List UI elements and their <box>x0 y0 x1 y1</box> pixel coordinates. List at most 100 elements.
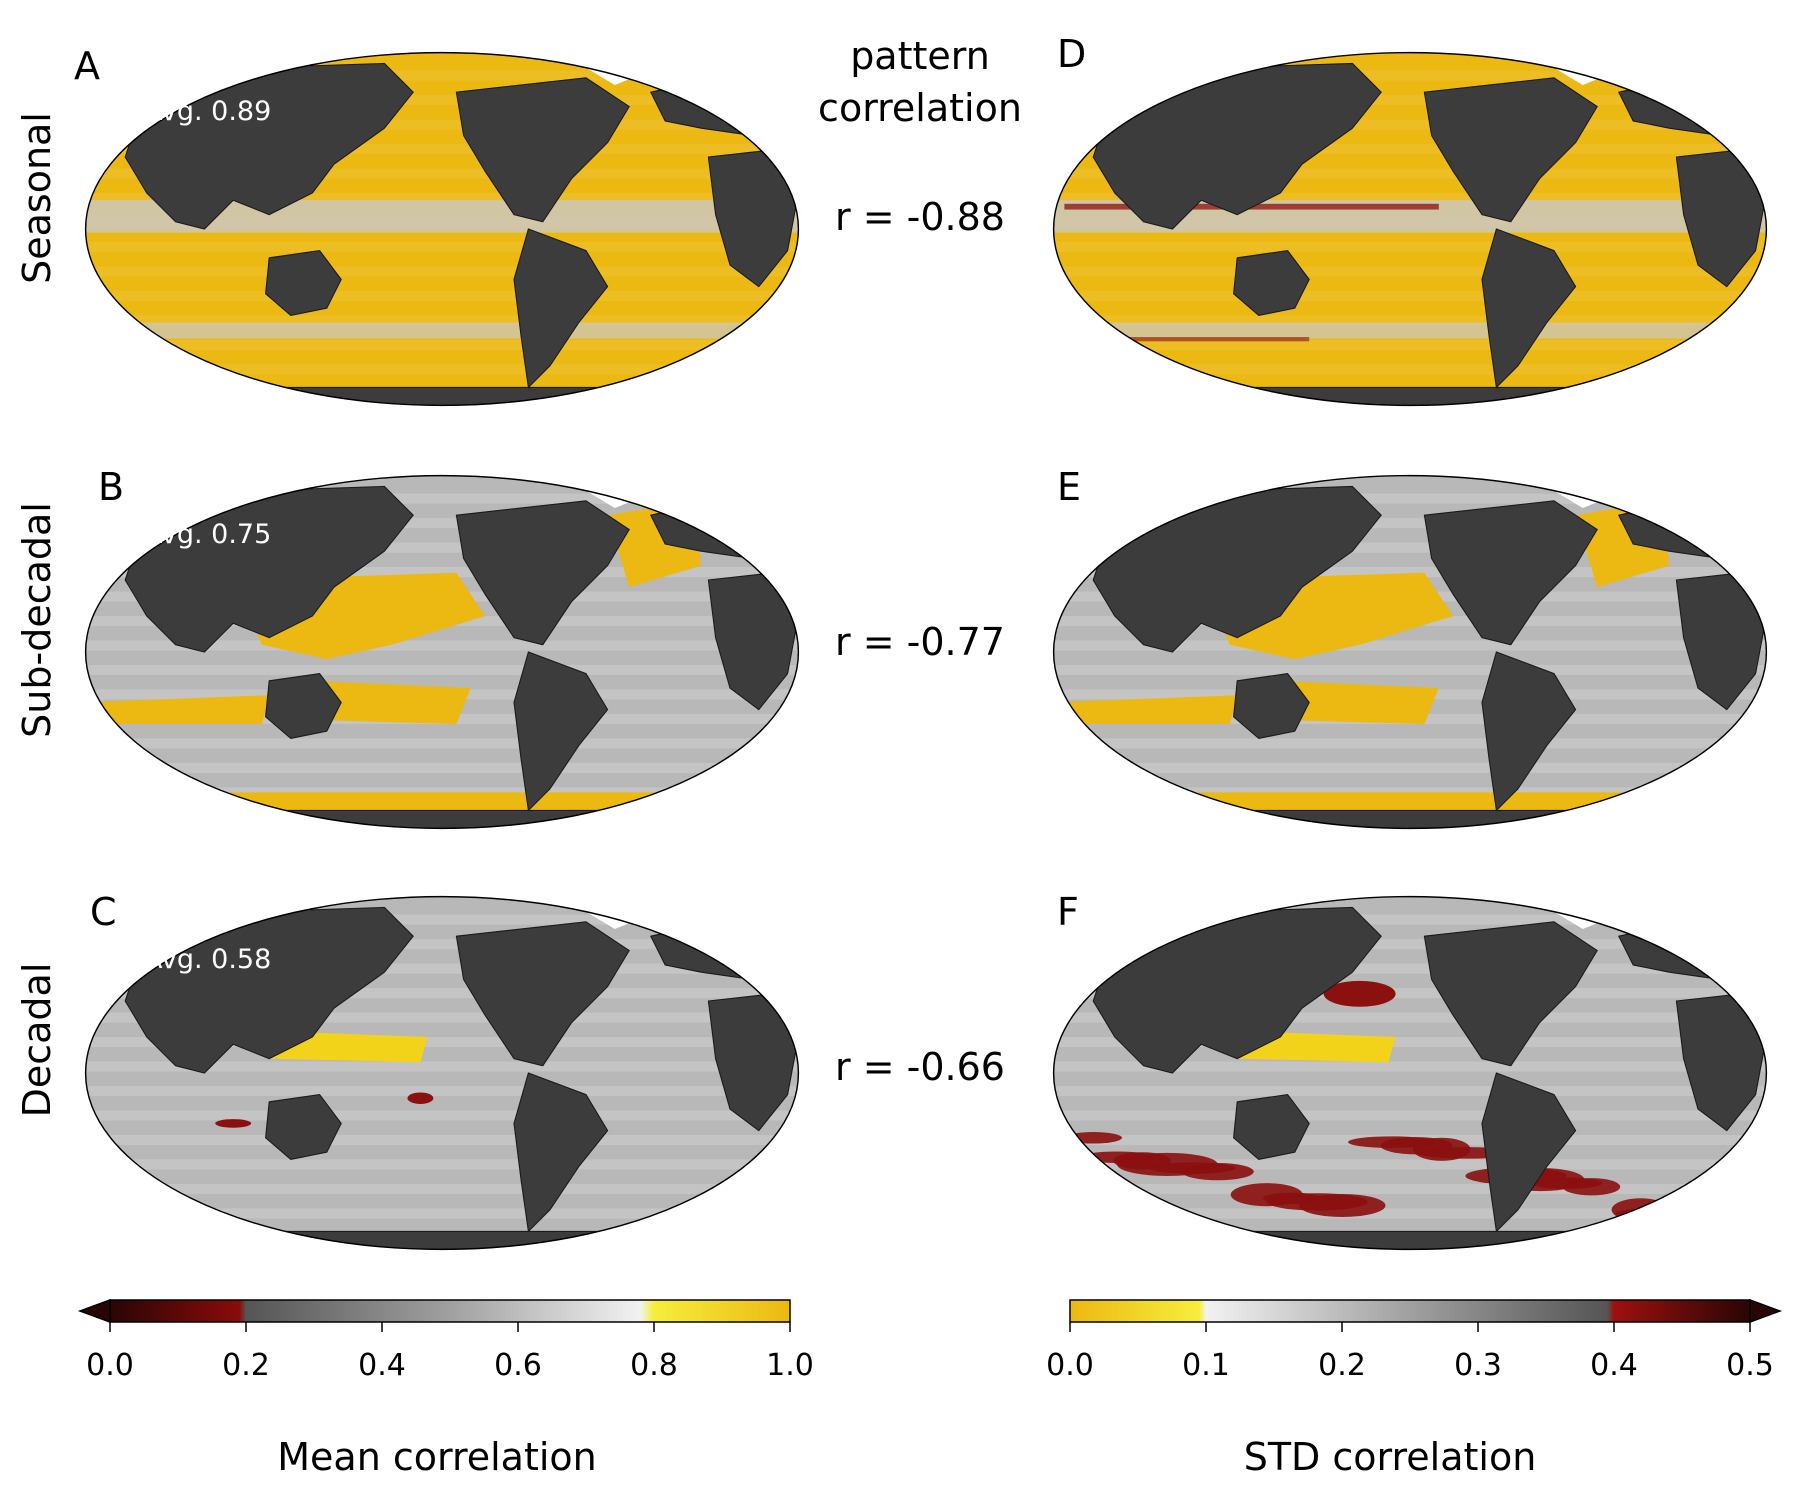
ocean-texture-band <box>85 939 799 950</box>
row-label-seasonal: Seasonal <box>15 112 59 284</box>
colorbar-std-label: STD correlation <box>1243 1435 1537 1479</box>
colorbar-tick-label: 1.0 <box>766 1348 814 1383</box>
colorbar-extend-right <box>1749 1298 1783 1324</box>
map-frame <box>1052 474 1768 830</box>
ocean-texture-band <box>1053 567 1767 578</box>
panel-letter-c: C <box>90 890 117 934</box>
north-america-landmass <box>455 500 630 646</box>
map-frame <box>84 51 800 407</box>
ocean-texture-band <box>85 738 799 749</box>
ocean-texture-band <box>1053 144 1767 155</box>
ocean-texture-band <box>85 193 799 204</box>
r-value-subdecadal: r = -0.77 <box>835 620 1005 664</box>
ocean-texture-band <box>1053 1012 1767 1023</box>
south-america-landmass <box>1481 228 1577 389</box>
north-america-landmass <box>1423 921 1598 1067</box>
avg-label-b: Avg. 0.75 <box>144 519 272 550</box>
ocean-texture-band <box>85 70 799 81</box>
south-america-landmass <box>1481 651 1577 812</box>
colorbar-tick-label: 0.5 <box>1726 1348 1774 1383</box>
r-value-seasonal: r = -0.88 <box>835 195 1005 239</box>
arctic-ice <box>744 486 774 501</box>
asia-landmass <box>124 62 414 230</box>
pattern-title-line1: pattern <box>850 34 990 78</box>
ocean-texture-band <box>85 988 799 999</box>
ocean-texture-band <box>85 119 799 130</box>
ocean-texture-band <box>85 290 799 301</box>
row-label-decadal: Decadal <box>15 962 59 1118</box>
arctic-ice <box>1194 61 1238 75</box>
colorbar-gradient <box>1069 1299 1751 1323</box>
ocean-texture-band <box>85 1134 799 1145</box>
map-panel-a <box>84 51 800 407</box>
ocean-texture-band <box>85 1061 799 1072</box>
colorbar-mean <box>77 1298 791 1332</box>
south-america-landmass <box>513 1072 609 1233</box>
ocean-texture-band <box>1053 939 1767 950</box>
asia-landmass <box>124 485 414 653</box>
ocean-texture-band <box>85 963 799 974</box>
dark-red-patch <box>407 1092 434 1104</box>
gold-region-south-pacific <box>1280 680 1439 724</box>
ocean-texture-band <box>1053 518 1767 529</box>
ocean-texture-band <box>1053 1085 1767 1097</box>
australia-landmass <box>265 673 342 739</box>
ocean-texture-band <box>1053 95 1767 106</box>
gold-region-south-pacific <box>312 680 471 724</box>
ocean-texture-band <box>85 364 799 375</box>
ocean-texture-band <box>85 339 799 350</box>
asia-landmass <box>124 906 414 1074</box>
ocean-texture-band <box>1053 1208 1767 1219</box>
arctic-ice <box>226 484 270 498</box>
ocean-texture-band <box>85 1159 799 1170</box>
ocean-texture-band <box>85 567 799 578</box>
ocean-texture-band <box>1053 339 1767 350</box>
ocean-texture-band <box>1053 364 1767 375</box>
dark-red-patch <box>1348 1136 1435 1148</box>
australia-landmass <box>1233 250 1310 316</box>
arctic-ice <box>1712 907 1742 922</box>
arctic-ice <box>1194 905 1238 919</box>
ocean-texture-band <box>1053 762 1767 773</box>
southern-gray-band <box>1053 322 1767 339</box>
ocean-texture-band <box>1053 241 1767 253</box>
panel-letter-d: D <box>1057 32 1087 76</box>
ocean-texture-band <box>85 664 799 676</box>
ocean-texture-band <box>85 542 799 553</box>
avg-label-c: Avg. 0.58 <box>144 944 272 975</box>
ocean-texture-band <box>85 1012 799 1023</box>
panel-letter-a: A <box>74 44 100 88</box>
colorbar-tick-label: 0.2 <box>1318 1348 1366 1383</box>
colorbar-tick-label: 0.4 <box>1590 1348 1638 1383</box>
arctic-ice <box>1712 486 1742 501</box>
australia-landmass <box>265 250 342 316</box>
ocean-texture-band <box>1053 119 1767 130</box>
arctic-ice <box>226 61 270 75</box>
map-panel-b <box>84 474 800 830</box>
ocean-texture-band <box>1053 315 1767 326</box>
ocean-texture-band <box>1053 290 1767 301</box>
ocean-texture-band <box>85 1183 799 1194</box>
pattern-title-line2: correlation <box>818 86 1022 130</box>
colorbar-tick-label: 0.4 <box>358 1348 406 1383</box>
ocean-texture-band <box>1053 1159 1767 1170</box>
ocean-texture-band <box>1053 70 1767 81</box>
ocean-texture-band <box>1053 168 1767 179</box>
ocean-texture-band <box>85 640 799 651</box>
panel-letter-f: F <box>1057 890 1079 934</box>
ocean-texture-band <box>85 144 799 155</box>
ocean-texture-band <box>1053 1110 1767 1121</box>
ocean-texture-band <box>1053 1061 1767 1072</box>
ocean-texture-band <box>1053 266 1767 277</box>
colorbar-gradient <box>109 1299 791 1323</box>
ocean-texture-band <box>85 762 799 773</box>
arctic-ice <box>1194 484 1238 498</box>
asia-landmass <box>1092 906 1382 1074</box>
dark-red-patch <box>1611 1198 1670 1222</box>
panel-letter-b: B <box>98 465 125 509</box>
arctic-ice <box>744 907 774 922</box>
ocean-texture-band <box>85 1208 799 1219</box>
dark-red-patch <box>1230 1183 1303 1207</box>
map-frame <box>1052 895 1768 1251</box>
dark-red-patch <box>1323 980 1396 1007</box>
